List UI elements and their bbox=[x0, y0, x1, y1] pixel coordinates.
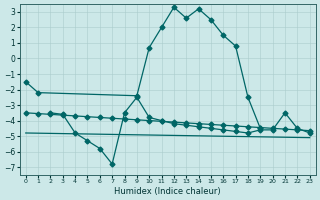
X-axis label: Humidex (Indice chaleur): Humidex (Indice chaleur) bbox=[114, 187, 221, 196]
